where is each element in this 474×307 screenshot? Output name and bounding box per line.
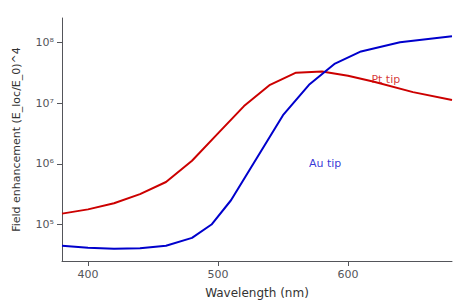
svg-text:Field enhancement (E_loc/E_0)^: Field enhancement (E_loc/E_0)^4	[10, 47, 23, 232]
svg-text:10⁷: 10⁷	[36, 97, 54, 110]
svg-text:400: 400	[78, 268, 99, 281]
svg-text:Wavelength (nm): Wavelength (nm)	[205, 286, 309, 300]
svg-text:Pt tip: Pt tip	[371, 73, 401, 87]
svg-text:10⁸: 10⁸	[36, 36, 55, 49]
svg-text:600: 600	[338, 268, 359, 281]
svg-text:500: 500	[208, 268, 229, 281]
svg-text:10⁵: 10⁵	[36, 218, 54, 231]
svg-text:10⁶: 10⁶	[36, 157, 55, 170]
svg-text:Au tip: Au tip	[309, 157, 341, 170]
